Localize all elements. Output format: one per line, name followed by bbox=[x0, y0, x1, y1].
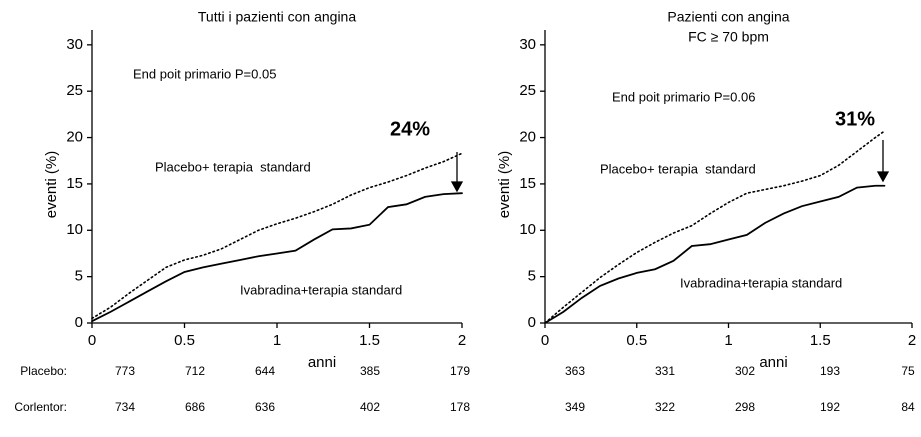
x-tick-label: 2 bbox=[458, 332, 466, 349]
x-tick-label: 1 bbox=[273, 332, 281, 349]
arrow-head bbox=[450, 181, 464, 193]
annotation: 31% bbox=[835, 108, 875, 130]
risk-value: 178 bbox=[450, 400, 470, 414]
risk-value: 75 bbox=[901, 364, 915, 378]
arrow-head bbox=[876, 171, 890, 183]
y-tick-label: 15 bbox=[66, 175, 83, 192]
risk-value: 773 bbox=[115, 364, 135, 378]
y-tick-label: 10 bbox=[519, 221, 536, 238]
x-tick-label: 0 bbox=[88, 332, 96, 349]
risk-value: 349 bbox=[565, 400, 585, 414]
x-tick-label: 0.5 bbox=[626, 332, 647, 349]
y-tick-label: 15 bbox=[519, 175, 536, 192]
series-label: Ivabradina+terapia standard bbox=[240, 282, 402, 297]
risk-value: 179 bbox=[450, 364, 470, 378]
chart-title: Pazienti con angina bbox=[667, 9, 789, 25]
chart-title: Tutti i pazienti con angina bbox=[198, 9, 356, 25]
annotation: End poit primario P=0.05 bbox=[133, 66, 276, 81]
arrows bbox=[450, 140, 890, 193]
risk-value: 298 bbox=[735, 400, 755, 414]
risk-row-label: Corlentor: bbox=[14, 400, 67, 414]
y-tick-label: 0 bbox=[75, 314, 83, 331]
series-line bbox=[91, 192, 463, 323]
x-tick-label: 2 bbox=[908, 332, 916, 349]
x-tick-label: 1.5 bbox=[810, 332, 831, 349]
x-tick-label: 1.5 bbox=[359, 332, 380, 349]
y-tick-label: 30 bbox=[519, 36, 536, 53]
y-tick-label: 20 bbox=[519, 129, 536, 146]
series-line bbox=[544, 184, 886, 324]
risk-value: 712 bbox=[185, 364, 205, 378]
risk-value: 302 bbox=[735, 364, 755, 378]
y-axis-label: eventi (%) bbox=[496, 151, 513, 219]
risk-value: 636 bbox=[255, 400, 275, 414]
x-tick-label: 1 bbox=[724, 332, 732, 349]
chart-subtitle: FC ≥ 70 bpm bbox=[688, 29, 769, 45]
risk-value: 192 bbox=[820, 400, 840, 414]
x-axis-label: anni bbox=[308, 354, 336, 371]
series-line bbox=[544, 130, 886, 324]
risk-value: 193 bbox=[820, 364, 840, 378]
risk-value: 363 bbox=[565, 364, 585, 378]
risk-value: 734 bbox=[115, 400, 135, 414]
risk-value: 402 bbox=[360, 400, 380, 414]
y-tick-label: 30 bbox=[66, 36, 83, 53]
y-tick-label: 10 bbox=[66, 221, 83, 238]
y-tick-label: 5 bbox=[75, 268, 83, 285]
series-line bbox=[91, 152, 463, 320]
y-tick-label: 0 bbox=[528, 314, 536, 331]
y-axis-label: eventi (%) bbox=[43, 151, 60, 219]
annotation: End poit primario P=0.06 bbox=[612, 89, 755, 104]
y-tick-label: 25 bbox=[66, 82, 83, 99]
series-label: Ivabradina+terapia standard bbox=[680, 275, 842, 290]
annotation: 24% bbox=[390, 118, 430, 140]
risk-value: 686 bbox=[185, 400, 205, 414]
risk-value: 385 bbox=[360, 364, 380, 378]
y-tick-label: 20 bbox=[66, 129, 83, 146]
y-tick-label: 25 bbox=[519, 82, 536, 99]
x-tick-label: 0 bbox=[541, 332, 549, 349]
risk-value: 331 bbox=[655, 364, 675, 378]
y-tick-label: 5 bbox=[528, 268, 536, 285]
risk-value: 84 bbox=[901, 400, 915, 414]
risk-row-label: Placebo: bbox=[20, 364, 67, 378]
series-label: Placebo+ terapia standard bbox=[600, 161, 756, 176]
series-label: Placebo+ terapia standard bbox=[155, 159, 311, 174]
risk-value: 322 bbox=[655, 400, 675, 414]
x-axis-label: anni bbox=[759, 354, 787, 371]
risk-value: 644 bbox=[255, 364, 275, 378]
x-tick-label: 0.5 bbox=[174, 332, 195, 349]
